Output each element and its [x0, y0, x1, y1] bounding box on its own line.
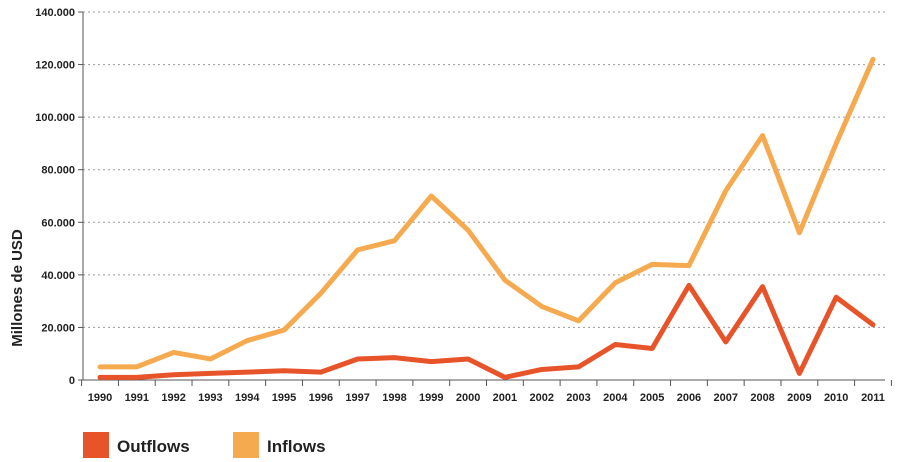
x-tick-label: 2008 — [750, 392, 774, 404]
series-line-outflows — [97, 282, 876, 380]
x-tick-label: 1996 — [309, 392, 333, 404]
legend-label-inflows: Inflows — [267, 437, 326, 456]
x-tick-label: 1995 — [272, 392, 296, 404]
series-line-inflows — [97, 56, 876, 370]
x-tick-labels: 1990 1991 1992 1993 1994 1995 1996 1997 1998 1999… — [81, 380, 892, 404]
x-tick-label: 2006 — [677, 392, 701, 404]
x-tick-label: 1993 — [198, 392, 222, 404]
legend-label-outflows: Outflows — [117, 437, 190, 456]
x-tick-label: 2004 — [603, 392, 628, 404]
x-tick-label: 2005 — [640, 392, 664, 404]
legend-swatch-inflows — [233, 432, 259, 458]
x-tick-label: 1994 — [235, 392, 260, 404]
x-tick-label: 2009 — [787, 392, 811, 404]
x-tick-label: 1997 — [345, 392, 369, 404]
x-tick-label: 2007 — [714, 392, 738, 404]
x-tick-label: 1990 — [88, 392, 112, 404]
gridlines — [83, 11, 885, 328]
y-axis-label: Millones de USD — [9, 229, 26, 347]
y-tick-label: 140.000 — [35, 7, 75, 19]
x-tick-label: 2002 — [529, 392, 553, 404]
x-tick-label: 2001 — [493, 392, 517, 404]
x-tick-label: 1998 — [382, 392, 406, 404]
x-tick-label: 1999 — [419, 392, 443, 404]
y-tick-label: 100.000 — [35, 112, 75, 124]
y-tick-label: 40.000 — [41, 270, 75, 282]
x-tick-label: 2003 — [566, 392, 590, 404]
x-tick-label: 2000 — [456, 392, 480, 404]
y-tick-label: 120.000 — [35, 60, 75, 72]
y-tick-label: 20.000 — [41, 322, 75, 334]
x-tick-label: 2011 — [861, 392, 885, 404]
y-tick-labels: 0 20.000 40.000 60.000 80.000 100.000 120.000 1… — [35, 7, 83, 387]
x-tick-label: 1991 — [125, 392, 149, 404]
series-lines — [97, 56, 876, 380]
y-tick-label: 60.000 — [41, 217, 75, 229]
legend-swatch-outflows — [83, 432, 109, 458]
y-tick-label: 0 — [69, 375, 75, 387]
x-tick-label: 1992 — [161, 392, 185, 404]
y-tick-label: 80.000 — [41, 165, 75, 177]
x-tick-label: 2010 — [824, 392, 848, 404]
